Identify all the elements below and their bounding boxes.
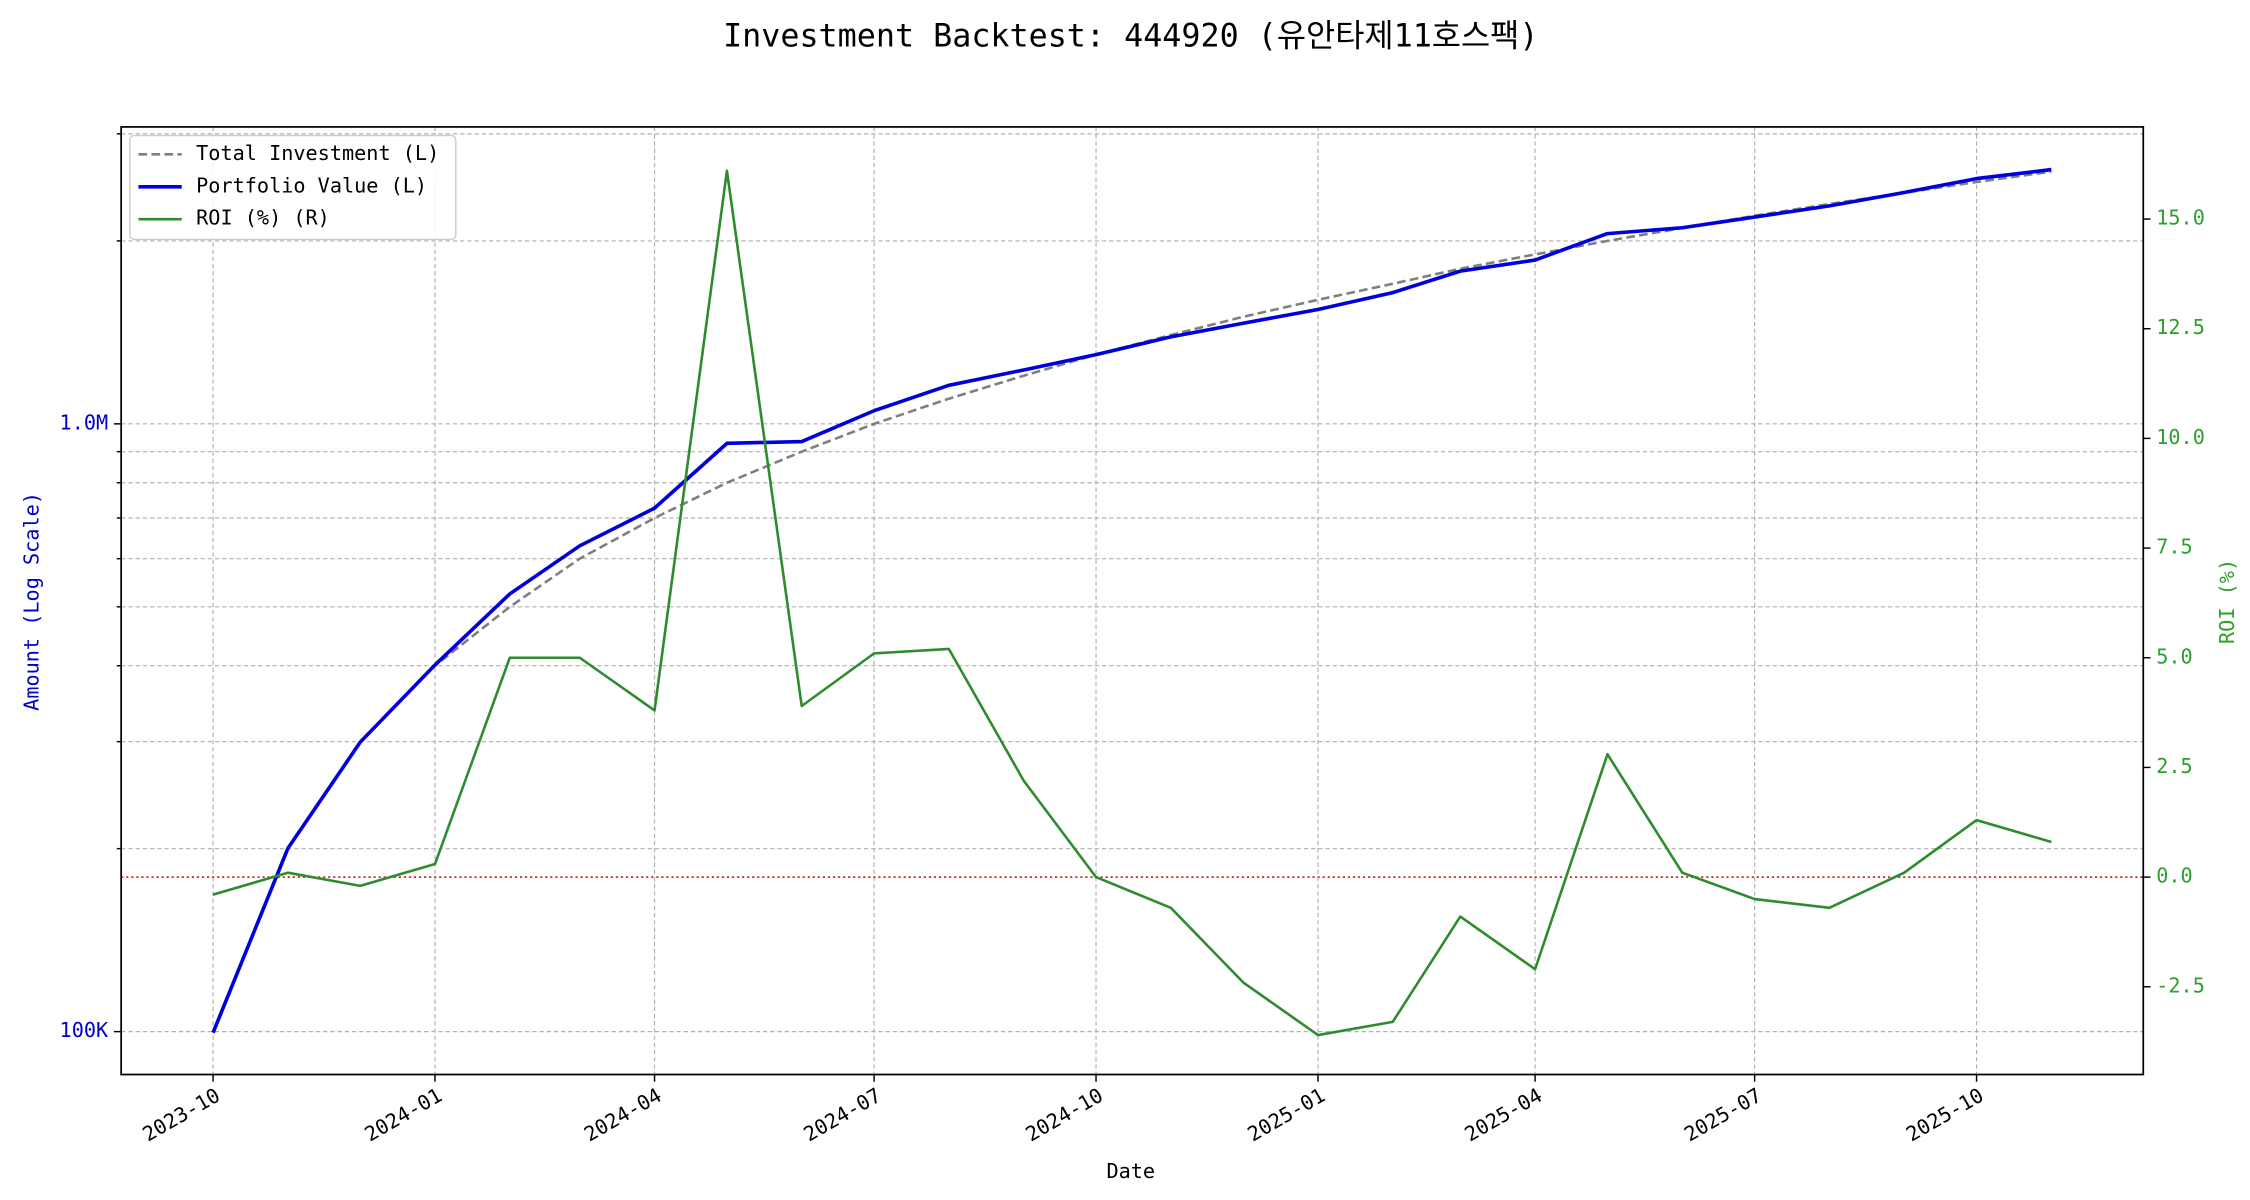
x-tick-label: 2023-10 <box>138 1083 224 1146</box>
x-tick-label: 2024-10 <box>1021 1083 1107 1146</box>
x-axis-label: Date <box>1106 1159 1155 1183</box>
x-tick-label: 2024-01 <box>360 1083 446 1146</box>
x-tick-label: 2025-10 <box>1902 1083 1988 1146</box>
legend-box <box>129 134 457 241</box>
legend-label: ROI (%) (R) <box>196 206 330 230</box>
x-tick-label: 2024-04 <box>580 1083 666 1146</box>
y2-tick-label: 15.0 <box>2156 206 2205 230</box>
y-tick-label: 100K <box>60 1018 109 1042</box>
y-axis-label: Amount (Log Scale) <box>20 492 44 711</box>
chart-title: Investment Backtest: 444920 (유안타제11호스팩) <box>723 19 1538 55</box>
y2-tick-label: 5.0 <box>2156 644 2192 668</box>
y2-axis-label: ROI (%) <box>2215 559 2239 644</box>
y2-tick-label: 0.0 <box>2156 864 2192 888</box>
x-tick-label: 2025-07 <box>1680 1083 1766 1146</box>
y2-tick-label: 10.0 <box>2156 425 2205 449</box>
x-tick-label: 2025-01 <box>1243 1083 1329 1146</box>
y2-tick-label: -2.5 <box>2156 973 2205 997</box>
series-line <box>212 169 2052 1037</box>
plot-frame <box>120 126 2145 1076</box>
y-tick-label: 1.0M <box>60 410 109 434</box>
series-line <box>211 167 2052 1034</box>
y2-tick-label: 7.5 <box>2156 535 2192 559</box>
y2-tick-label: 12.5 <box>2156 315 2205 339</box>
y2-tick-label: 2.5 <box>2156 754 2192 778</box>
legend-label: Portfolio Value (L) <box>196 173 427 197</box>
x-tick-label: 2024-07 <box>799 1083 885 1146</box>
x-tick-label: 2025-04 <box>1460 1083 1546 1146</box>
legend-label: Total Investment (L) <box>196 141 439 165</box>
